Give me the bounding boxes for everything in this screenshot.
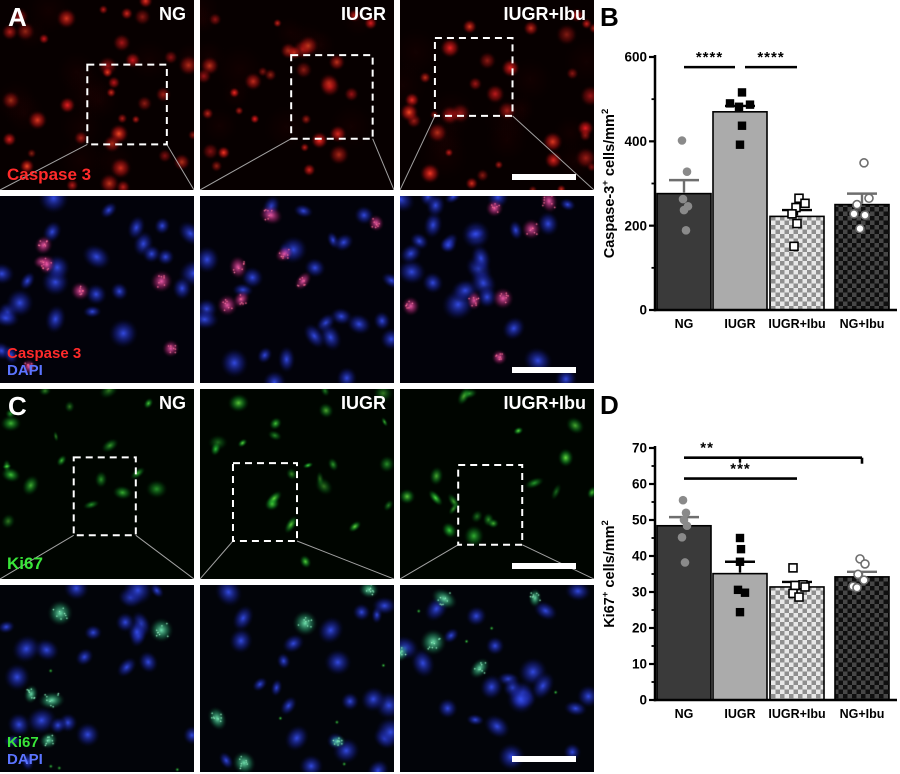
svg-text:NG+Ibu: NG+Ibu (840, 707, 885, 721)
inset-box-overlay (0, 63, 194, 190)
micrograph-ki67-iugr: IUGR (200, 389, 394, 579)
fluorescence-image (0, 389, 194, 579)
inset-box-overlay (200, 54, 394, 190)
stain-label: Ki67 (7, 734, 39, 751)
svg-text:10: 10 (632, 657, 647, 672)
svg-text:IUGR: IUGR (724, 317, 755, 331)
micrograph-grid: A NG Caspase 3 IUGR IUGR+Ibu Caspase 3 D… (0, 0, 594, 772)
svg-text:20: 20 (632, 621, 647, 636)
condition-label: NG (159, 393, 186, 413)
micrograph-ki67-dapi-ng: Ki67 DAPI (0, 585, 194, 772)
svg-text:NG: NG (675, 317, 694, 331)
svg-text:IUGR+Ibu: IUGR+Ibu (768, 317, 825, 331)
condition-label: NG (159, 4, 186, 24)
caspase3-bar-chart: 0 200 400 600 NG IUGR IUGR+Ibu NG+Ibu Caspase-3+… (600, 49, 897, 331)
stain-label-group: Ki67 DAPI (7, 734, 43, 768)
svg-text:40: 40 (632, 549, 647, 564)
micrograph-ki67-dapi-iugr (200, 585, 394, 772)
condition-label: IUGR (341, 393, 386, 413)
svg-text:Ki67+ cells/mm2: Ki67+ cells/mm2 (600, 520, 618, 628)
fluorescence-image (0, 585, 194, 772)
micrograph-caspase3-dapi-ng: Caspase 3 DAPI (0, 196, 194, 383)
svg-text:60: 60 (632, 477, 647, 492)
stain-label: Caspase 3 (7, 165, 92, 184)
svg-text:400: 400 (624, 134, 647, 149)
condition-label: IUGR+Ibu (503, 393, 586, 413)
svg-text:70: 70 (632, 441, 647, 456)
svg-text:0: 0 (639, 693, 647, 708)
svg-text:IUGR: IUGR (724, 707, 755, 721)
micrograph-caspase3-ng: A NG Caspase 3 (0, 0, 194, 190)
condition-label: IUGR (341, 4, 386, 24)
fluorescence-image (400, 196, 594, 383)
micrograph-caspase3-iugr-ibu: IUGR+Ibu (400, 0, 594, 190)
svg-text:600: 600 (624, 50, 647, 65)
svg-text:30: 30 (632, 585, 647, 600)
charts-column: B 0 200 400 600 NG IUGR IUGR+Ibu NG+Ibu Caspase-… (600, 0, 900, 774)
micrograph-caspase3-iugr: IUGR (200, 0, 394, 190)
svg-text:****: **** (696, 49, 723, 66)
inset-box-overlay (0, 456, 194, 579)
micrograph-caspase3-dapi-iugr-ibu (400, 196, 594, 383)
fluorescence-image (200, 196, 394, 383)
fluorescence-image (400, 389, 594, 579)
fluorescence-image (0, 0, 194, 190)
panel-b-section: B 0 200 400 600 NG IUGR IUGR+Ibu NG+Ibu Caspase-… (600, 0, 900, 388)
counterstain-label: DAPI (7, 361, 43, 379)
ki67-bar-chart: 0 10 20 30 40 50 60 70 NG IUGR IUGR+Ibu NG+Ibu Ki67+… (600, 440, 897, 721)
fluorescence-image (400, 0, 594, 190)
micrograph-caspase3-dapi-iugr (200, 196, 394, 383)
svg-text:NG: NG (675, 707, 694, 721)
stain-label: Caspase 3 (7, 345, 82, 362)
micrograph-ki67-ng: C NG Ki67 (0, 389, 194, 579)
panel-letter-a: A (8, 2, 28, 32)
inset-box-overlay (400, 37, 594, 190)
fluorescence-image (400, 585, 594, 772)
svg-text:**: ** (700, 440, 714, 457)
scale-bar (512, 174, 576, 180)
micrograph-ki67-iugr-ibu: IUGR+Ibu (400, 389, 594, 579)
svg-text:NG+Ibu: NG+Ibu (840, 317, 885, 331)
svg-text:50: 50 (632, 513, 647, 528)
stain-label-group: Caspase 3 DAPI (7, 345, 82, 379)
svg-text:0: 0 (639, 303, 647, 318)
fluorescence-image (200, 0, 394, 190)
micrograph-ki67-dapi-iugr-ibu (400, 585, 594, 772)
counterstain-label: DAPI (7, 750, 43, 768)
panel-letter-d: D (600, 390, 619, 420)
scale-bar (512, 756, 576, 762)
stain-label: Ki67 (7, 554, 43, 573)
inset-box-overlay (400, 464, 594, 579)
svg-text:****: **** (757, 49, 784, 66)
panel-letter-c: C (8, 391, 28, 421)
svg-text:IUGR+Ibu: IUGR+Ibu (768, 707, 825, 721)
scale-bar (512, 367, 576, 373)
fluorescence-image (0, 196, 194, 383)
svg-text:Caspase-3+ cells/mm2: Caspase-3+ cells/mm2 (600, 109, 618, 259)
fluorescence-image (200, 585, 394, 772)
svg-text:200: 200 (624, 218, 647, 233)
inset-box-overlay (200, 462, 394, 579)
panel-d-section: D 0 10 20 30 40 50 60 70 NG IUGR IUGR+Ibu NG+Ibu Ki6… (600, 388, 900, 774)
condition-label: IUGR+Ibu (503, 4, 586, 24)
svg-text:***: *** (730, 461, 751, 478)
scale-bar (512, 563, 576, 569)
panel-letter-b: B (600, 2, 619, 32)
